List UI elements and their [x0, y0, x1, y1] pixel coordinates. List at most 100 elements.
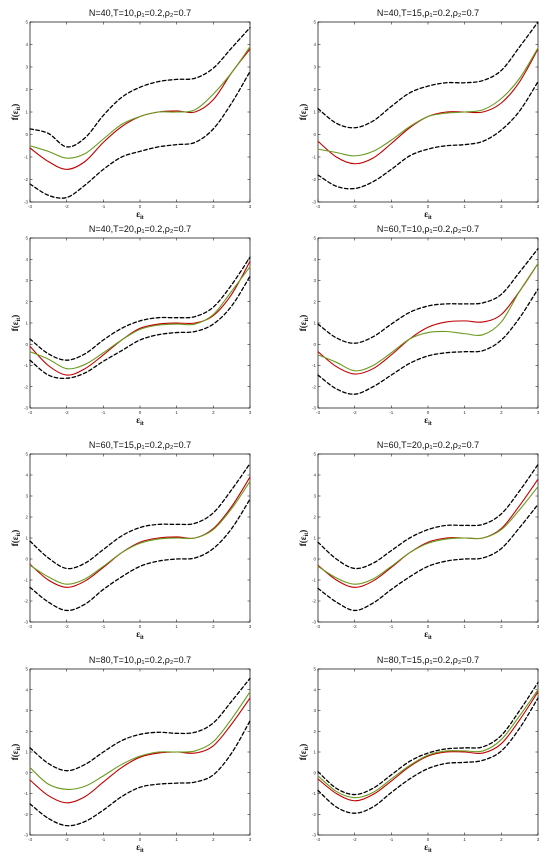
- y-tick-label: 5: [25, 452, 28, 457]
- y-tick-label: 4: [25, 473, 28, 478]
- x-tick-label: 0: [427, 624, 430, 629]
- estimate-line-1: [317, 478, 539, 588]
- x-tick-label: -1: [101, 410, 105, 415]
- confidence-band-line-3: [317, 288, 539, 395]
- x-axis-label: εit: [424, 415, 432, 427]
- panel-title: N=80,T=15,ρ₁=0.2,ρ₂=0.7: [377, 655, 479, 665]
- x-tick-label: -2: [353, 837, 357, 842]
- x-tick-label: -2: [353, 204, 357, 209]
- y-tick-label: -1: [312, 363, 316, 368]
- estimate-line-2: [317, 486, 539, 585]
- x-tick-label: -3: [28, 204, 32, 209]
- y-axis-label: f(εit): [10, 530, 22, 547]
- panel-2: N=40,T=15,ρ₁=0.2,ρ₂=0.7 -3 -2 -1 0 1 2 3 -3 -2 -1 0…: [298, 8, 540, 221]
- y-tick-label: 0: [25, 770, 28, 775]
- panel-title: N=60,T=15,ρ₁=0.2,ρ₂=0.7: [89, 440, 191, 450]
- x-tick-label: 3: [537, 837, 540, 842]
- x-axis-label: εit: [424, 842, 432, 854]
- x-tick-label: 3: [537, 204, 540, 209]
- x-axis-label: εit: [136, 209, 144, 221]
- y-tick-label: 5: [25, 236, 28, 241]
- panel-title: N=60,T=20,ρ₁=0.2,ρ₂=0.7: [377, 440, 479, 450]
- x-tick-label: 1: [175, 204, 178, 209]
- x-tick-label: 2: [500, 410, 503, 415]
- x-tick-label: 0: [139, 204, 142, 209]
- y-tick-label: -3: [312, 620, 316, 625]
- y-tick-label: 4: [313, 42, 316, 47]
- y-tick-label: 1: [25, 750, 28, 755]
- y-tick-label: 3: [313, 65, 316, 70]
- y-tick-label: 3: [313, 278, 316, 283]
- x-tick-label: 0: [427, 837, 430, 842]
- x-axis-label: εit: [136, 415, 144, 427]
- y-tick-label: -1: [312, 578, 316, 583]
- x-tick-label: 0: [139, 410, 142, 415]
- y-tick-label: 5: [313, 236, 316, 241]
- confidence-band-line-3: [317, 80, 539, 190]
- panel-4: N=60,T=10,ρ₁=0.2,ρ₂=0.7 -3 -2 -1 0 1 2 3 -3 -2 -1 0…: [298, 224, 540, 427]
- y-tick-label: 5: [25, 667, 28, 672]
- y-tick-label: -2: [312, 812, 316, 817]
- y-tick-label: 2: [313, 299, 316, 304]
- x-tick-label: 0: [139, 624, 142, 629]
- confidence-band-line-0: [29, 462, 251, 570]
- y-tick-label: 4: [25, 42, 28, 47]
- x-tick-label: 1: [463, 624, 466, 629]
- y-tick-label: 1: [25, 110, 28, 115]
- confidence-band-line-3: [29, 498, 251, 612]
- panel-3: N=40,T=20,ρ₁=0.2,ρ₂=0.7 -3 -2 -1 0 1 2 3 -3 -2 -1 0…: [10, 224, 252, 427]
- x-tick-label: -2: [65, 204, 69, 209]
- x-tick-label: -1: [101, 204, 105, 209]
- panel-6: N=60,T=20,ρ₁=0.2,ρ₂=0.7 -3 -2 -1 0 1 2 3 -3 -2 -1 0…: [298, 440, 540, 641]
- confidence-band-line-3: [29, 70, 251, 199]
- estimate-line-1: [29, 697, 251, 804]
- y-tick-label: 5: [25, 20, 28, 25]
- y-tick-label: 0: [313, 770, 316, 775]
- x-tick-label: 3: [249, 410, 252, 415]
- x-tick-label: 2: [212, 204, 215, 209]
- x-tick-label: -1: [389, 837, 393, 842]
- x-tick-label: 0: [139, 837, 142, 842]
- panel-title: N=80,T=10,ρ₁=0.2,ρ₂=0.7: [89, 655, 191, 665]
- y-tick-label: 4: [25, 257, 28, 262]
- x-tick-label: 1: [175, 410, 178, 415]
- x-tick-label: 1: [463, 410, 466, 415]
- x-tick-label: -2: [353, 624, 357, 629]
- y-tick-label: -2: [312, 177, 316, 182]
- x-axis-label: εit: [424, 209, 432, 221]
- estimate-line-1: [317, 262, 539, 375]
- x-tick-label: 3: [249, 204, 252, 209]
- x-tick-label: 3: [249, 837, 252, 842]
- y-tick-label: 5: [313, 20, 316, 25]
- x-tick-label: -2: [353, 410, 357, 415]
- estimate-line-2: [317, 47, 539, 157]
- y-tick-label: -2: [312, 599, 316, 604]
- y-tick-label: 3: [313, 708, 316, 713]
- y-tick-label: -2: [24, 812, 28, 817]
- confidence-band-line-0: [29, 26, 251, 148]
- estimate-line-2: [29, 691, 251, 790]
- x-tick-label: -3: [316, 410, 320, 415]
- y-tick-label: -2: [24, 177, 28, 182]
- y-tick-label: -1: [312, 155, 316, 160]
- y-tick-label: -3: [24, 200, 28, 205]
- y-tick-label: 0: [313, 557, 316, 562]
- y-tick-label: 3: [25, 494, 28, 499]
- panel-8: N=80,T=15,ρ₁=0.2,ρ₂=0.7 -3 -2 -1 0 1 2 3 -3 -2 -1 0…: [298, 655, 540, 854]
- x-axis-label: εit: [136, 629, 144, 641]
- confidence-band-line-0: [29, 256, 251, 361]
- confidence-band-line-3: [29, 275, 251, 379]
- confidence-band-line-0: [317, 463, 539, 570]
- x-tick-label: -1: [101, 624, 105, 629]
- x-tick-label: 1: [463, 837, 466, 842]
- x-tick-label: -2: [65, 410, 69, 415]
- y-tick-label: 1: [313, 321, 316, 326]
- y-axis-label: f(εit): [298, 104, 310, 121]
- y-tick-label: -2: [312, 384, 316, 389]
- y-tick-label: 1: [313, 750, 316, 755]
- y-axis-label: f(εit): [298, 744, 310, 761]
- y-tick-label: 2: [313, 87, 316, 92]
- x-tick-label: -2: [65, 837, 69, 842]
- y-axis-label: f(εit): [10, 104, 22, 121]
